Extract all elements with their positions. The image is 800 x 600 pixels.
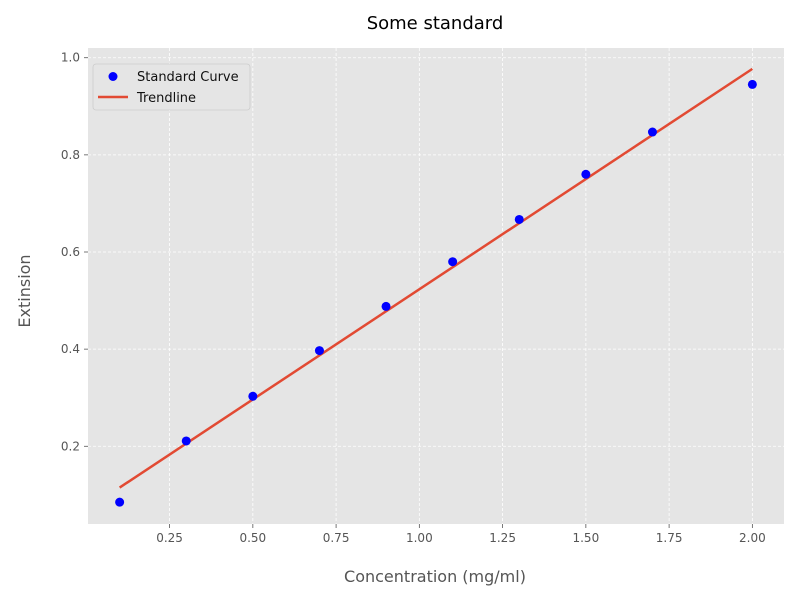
data-point [181,436,191,446]
data-point [381,301,391,311]
y-axis: 0.2 0.4 0.6 0.8 1.0 [61,51,88,453]
trendline [118,67,754,489]
x-tick-label: 0.75 [323,531,350,545]
x-tick-label: 1.75 [656,531,683,545]
standard-curve-series [115,79,757,507]
x-tick-label: 2.00 [739,531,766,545]
grid [88,48,784,524]
legend: Standard Curve Trendline [92,63,251,111]
legend-box [92,63,251,111]
legend-label-standard-curve: Standard Curve [137,70,239,85]
data-point [115,497,125,507]
y-tick-label: 0.4 [61,342,80,356]
y-tick-label: 1.0 [61,51,80,65]
y-axis-label: Extinsion [15,254,34,327]
legend-label-trendline: Trendline [136,91,196,106]
plot-area [88,48,784,524]
y-tick-label: 0.8 [61,148,80,162]
chart-title: Some standard [367,13,504,34]
x-axis-label: Concentration (mg/ml) [344,567,526,586]
data-point [514,214,524,224]
data-point [448,257,458,267]
data-point [581,169,591,179]
data-point [314,346,324,356]
x-tick-label: 1.50 [572,531,599,545]
x-tick-label: 1.25 [489,531,516,545]
trendline-series [118,67,754,489]
x-tick-label: 0.25 [156,531,183,545]
x-tick-label: 1.00 [406,531,433,545]
data-point [248,391,258,401]
data-point [647,127,657,137]
legend-marker-standard-curve [108,72,118,81]
x-tick-label: 0.50 [239,531,266,545]
y-tick-label: 0.2 [61,439,80,453]
y-tick-label: 0.6 [61,245,80,259]
data-point [747,79,757,89]
x-axis: 0.25 0.50 0.75 1.00 1.25 1.50 1.75 2.00 [156,524,766,545]
